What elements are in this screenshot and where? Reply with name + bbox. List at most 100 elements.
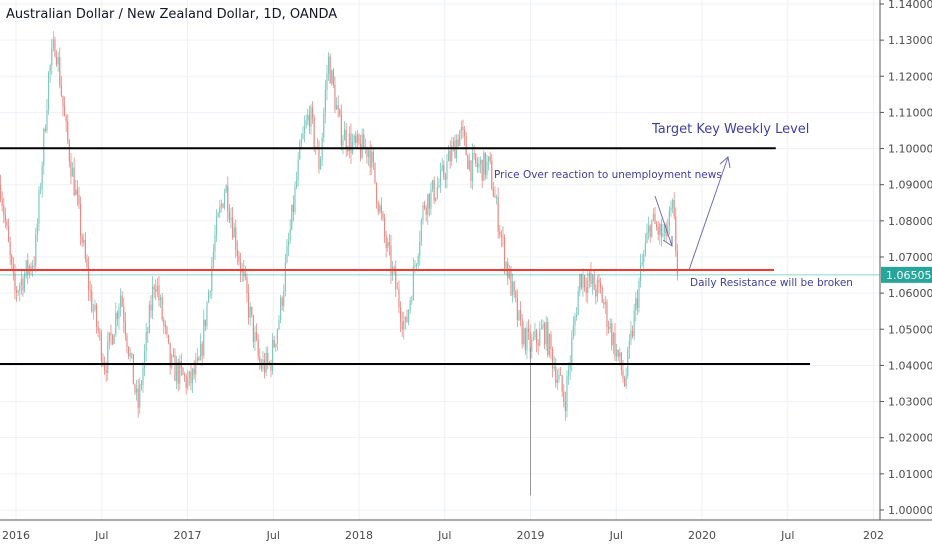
candle-body xyxy=(401,321,403,330)
candle-body xyxy=(622,370,624,379)
candle-body xyxy=(601,288,603,303)
candle-body xyxy=(263,359,266,373)
candle-body xyxy=(641,262,643,265)
candle-body xyxy=(331,70,333,84)
candle-body xyxy=(347,148,349,152)
price-tick-label: 1.01000 xyxy=(888,468,932,481)
candle-body xyxy=(215,216,218,236)
candle-body xyxy=(569,362,571,370)
price-axis[interactable]: 1.14000 1.13000 1.12000 1.11000 1.10000 1.090… xyxy=(880,0,932,517)
candle-body xyxy=(572,325,574,339)
candle-body xyxy=(116,312,118,319)
candle-body xyxy=(57,57,59,65)
candle-body xyxy=(539,329,541,346)
candle-body xyxy=(291,204,293,230)
candle-body xyxy=(171,355,173,368)
candle-body xyxy=(591,275,594,285)
candle-body xyxy=(142,368,144,386)
candle-body xyxy=(33,265,35,267)
overreaction-annotation: Price Over reaction to unemployment news xyxy=(494,169,722,181)
candle-body xyxy=(588,272,590,281)
candle-body xyxy=(279,297,282,321)
candle-body xyxy=(422,205,424,220)
candle-body xyxy=(35,234,37,266)
level-lines xyxy=(0,147,811,365)
candle-body xyxy=(444,177,446,180)
candle-body xyxy=(334,84,336,110)
candle-body xyxy=(403,321,405,330)
candle-body xyxy=(327,56,330,75)
candle-body xyxy=(631,330,634,337)
candle-body xyxy=(382,212,384,219)
candle-body xyxy=(582,275,584,288)
candle-body xyxy=(71,167,74,177)
candle-body xyxy=(599,282,602,289)
candle-body xyxy=(292,204,294,213)
candle-body xyxy=(265,352,267,373)
candle-body xyxy=(419,241,421,257)
candle-body xyxy=(166,326,168,335)
candle-body xyxy=(369,150,371,168)
candle-body xyxy=(342,140,344,146)
candle-body xyxy=(431,180,434,190)
price-tick-label: 1.02000 xyxy=(888,432,932,445)
candle-body xyxy=(454,140,456,159)
candle-body xyxy=(62,95,64,107)
candle-body xyxy=(457,139,459,146)
time-axis[interactable]: 2016 Jul 2017 Jul 2018 Jul 2019 Jul 2020 Jul 202 xyxy=(2,529,884,542)
candle-body xyxy=(625,375,627,386)
candle-body xyxy=(105,370,107,374)
annotations: Target Key Weekly Level Price Over react… xyxy=(494,122,853,289)
candle-body xyxy=(566,375,568,411)
candle-body xyxy=(623,378,626,386)
candle-body xyxy=(108,332,110,342)
candle-body xyxy=(579,274,581,292)
candle-body xyxy=(267,352,269,363)
candle-body xyxy=(140,384,142,386)
time-tick-label: Jul xyxy=(266,529,280,542)
candle-body xyxy=(398,288,400,308)
candle-body xyxy=(407,309,410,323)
candle-body xyxy=(311,107,314,118)
candle-body xyxy=(543,324,546,345)
candle-body xyxy=(564,402,566,411)
candle-body xyxy=(41,165,43,190)
price-tick-label: 1.12000 xyxy=(888,70,932,83)
candle-body xyxy=(174,355,176,381)
candle-body xyxy=(219,206,221,214)
time-tick-label: 2020 xyxy=(688,529,716,542)
candle-body xyxy=(307,114,309,121)
candle-body xyxy=(471,153,474,181)
time-tick-label: 2019 xyxy=(517,529,545,542)
candle-body xyxy=(193,368,195,375)
candle-body xyxy=(526,328,528,351)
candle-body xyxy=(313,117,315,147)
candle-body xyxy=(70,161,72,177)
candle-body xyxy=(73,167,75,196)
candle-body xyxy=(463,129,466,137)
candle-body xyxy=(651,219,653,237)
candle-body xyxy=(249,306,251,318)
candle-body xyxy=(319,159,322,170)
candle-body xyxy=(467,155,469,170)
candle-body xyxy=(655,223,658,228)
candle-body xyxy=(89,290,91,292)
candle-body xyxy=(540,328,542,330)
candle-body xyxy=(371,151,373,168)
time-tick-label: Jul xyxy=(780,529,794,542)
candle-body xyxy=(228,212,230,220)
candle-body xyxy=(155,289,157,292)
candle-body xyxy=(508,268,510,279)
candle-body xyxy=(6,221,8,227)
candle-body xyxy=(199,343,202,360)
grid xyxy=(0,0,880,520)
candle-body xyxy=(222,203,224,208)
candle-body xyxy=(127,346,130,357)
candle-body xyxy=(638,280,640,308)
candle-body xyxy=(598,279,600,283)
candle-body xyxy=(20,279,22,286)
candle-body xyxy=(179,361,181,384)
candle-body xyxy=(372,151,374,163)
candle-body xyxy=(99,331,101,333)
